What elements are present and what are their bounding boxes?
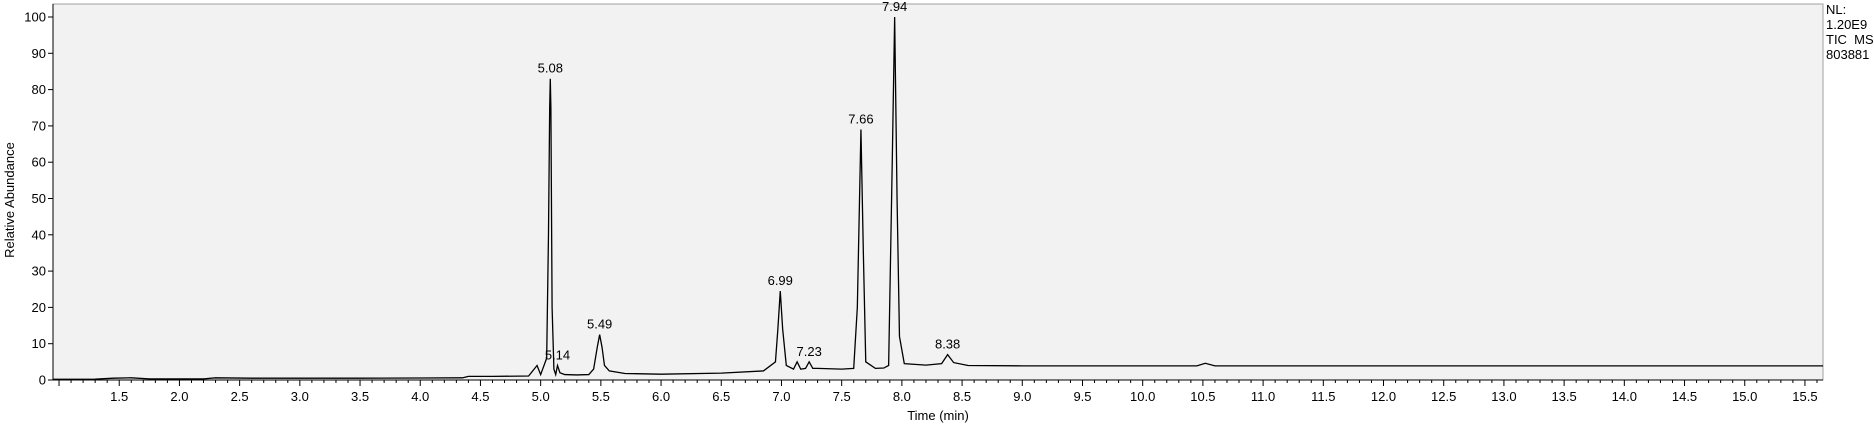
plot-background <box>52 3 1824 381</box>
x-tick-label: 8.0 <box>893 389 911 404</box>
info-line-4: 803881 <box>1826 47 1869 62</box>
y-tick-label: 60 <box>32 155 46 170</box>
x-tick-label: 9.0 <box>1013 389 1031 404</box>
x-tick-label: 15.0 <box>1732 389 1757 404</box>
x-tick-label: 4.0 <box>411 389 429 404</box>
y-tick-label: 30 <box>32 264 46 279</box>
x-tick-label: 15.5 <box>1792 389 1817 404</box>
x-tick-label: 14.0 <box>1612 389 1637 404</box>
y-tick-label: 100 <box>24 10 46 25</box>
x-tick-label: 1.5 <box>110 389 128 404</box>
y-tick-label: 90 <box>32 46 46 61</box>
x-tick-label: 13.5 <box>1551 389 1576 404</box>
x-tick-label: 5.5 <box>592 389 610 404</box>
x-tick-label: 5.0 <box>532 389 550 404</box>
peak-label: 8.38 <box>935 337 960 352</box>
x-axis-title: Time (min) <box>907 408 969 423</box>
y-tick-label: 40 <box>32 227 46 242</box>
x-tick-label: 3.5 <box>351 389 369 404</box>
peak-label: 7.23 <box>797 344 822 359</box>
info-line-2: 1.20E9 <box>1826 17 1867 32</box>
y-tick-label: 70 <box>32 118 46 133</box>
x-tick-label: 2.5 <box>231 389 249 404</box>
x-tick-label: 12.5 <box>1431 389 1456 404</box>
x-tick-label: 11.5 <box>1311 389 1335 404</box>
y-axis-title: Relative Abundance <box>2 142 17 258</box>
x-axis: 1.5 2.0 2.5 3.0 3.5 4.0 4.5 5.0 5.5 6.0 6.5 7.0 7.5 8… <box>53 379 1823 404</box>
y-tick-label: 0 <box>39 373 46 388</box>
x-tick-label: 2.0 <box>170 389 188 404</box>
x-tick-label: 12.0 <box>1371 389 1396 404</box>
x-tick-label: 9.5 <box>1073 389 1091 404</box>
y-tick-label: 80 <box>32 82 46 97</box>
x-tick-label: 14.5 <box>1672 389 1697 404</box>
peak-label: 5.49 <box>587 317 612 332</box>
chromatogram-trace <box>52 16 1823 380</box>
info-block: NL: 1.20E9 TIC MS 803881 <box>1826 2 1874 62</box>
info-line-1: NL: <box>1826 2 1846 17</box>
info-line-3: TIC MS <box>1826 32 1874 47</box>
y-tick-label: 50 <box>32 191 46 206</box>
x-tick-label: 6.0 <box>652 389 670 404</box>
x-tick-label: 10.5 <box>1190 389 1215 404</box>
peak-label: 7.94 <box>882 0 907 14</box>
x-tick-label: 7.0 <box>772 389 790 404</box>
x-tick-label: 4.5 <box>471 389 489 404</box>
peak-label: 6.99 <box>768 273 793 288</box>
x-tick-label: 13.0 <box>1491 389 1516 404</box>
y-tick-label: 10 <box>32 336 46 351</box>
peak-labels: 5.08 5.14 5.49 6.99 7.23 7.66 7.94 8.38 <box>538 0 961 362</box>
x-tick-label: 3.0 <box>291 389 309 404</box>
y-axis: 0 10 20 30 40 50 60 70 80 90 100 <box>24 4 54 388</box>
x-tick-label: 6.5 <box>712 389 730 404</box>
x-tick-label: 8.5 <box>953 389 971 404</box>
x-tick-label: 7.5 <box>833 389 851 404</box>
peak-label: 7.66 <box>848 112 873 127</box>
y-tick-label: 20 <box>32 300 46 315</box>
peak-label: 5.08 <box>538 61 563 76</box>
peak-label: 5.14 <box>545 347 570 362</box>
x-tick-label: 11.0 <box>1251 389 1275 404</box>
x-tick-label: 10.0 <box>1130 389 1155 404</box>
